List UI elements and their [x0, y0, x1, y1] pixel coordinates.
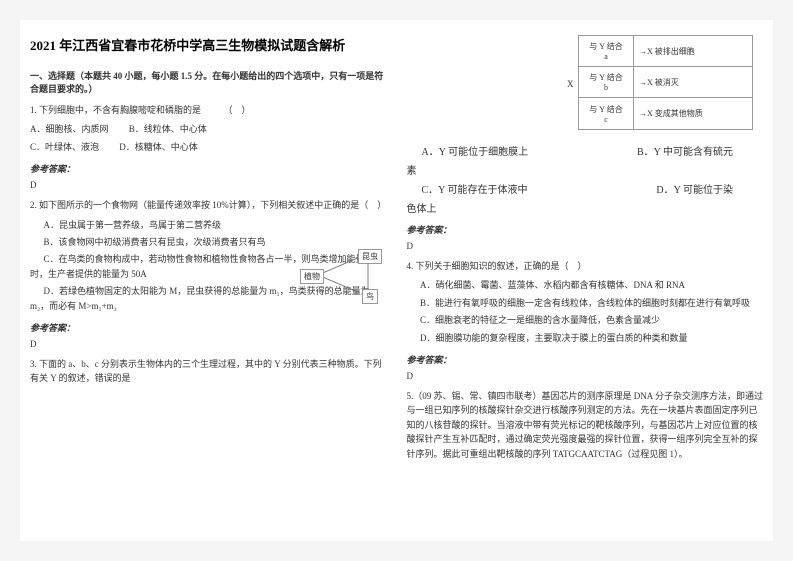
r2-sub: b [604, 83, 608, 92]
r1-label: 与 Y 结合 [589, 42, 622, 51]
left-column: 2021 年江西省宜春市花桥中学高三生物模拟试题含解析 一、选择题（本题共 40… [20, 20, 397, 541]
q3-optC-line: C．Y 可能存在于体液中 D．Y 可能位于染 [407, 183, 764, 199]
q2-answer: D [30, 339, 387, 349]
q4-options: A．硝化细菌、霉菌、蓝藻体、水稻内都含有核糖体、DNA 和 RNA B．能进行有… [407, 278, 764, 345]
y-diagram: X 与 Y 结合 a →X 被排出细胞 与 Y 结合 b [578, 35, 753, 130]
diagram-r1-right: →X 被排出细胞 [634, 46, 752, 57]
diagram-row-1: 与 Y 结合 a →X 被排出细胞 [579, 36, 752, 67]
q1-text: 1. 下列细胞中，不含有胸腺嘧啶和磷脂的是 （ ） [30, 103, 387, 117]
node-insect: 昆虫 [358, 249, 382, 264]
main-title: 2021 年江西省宜春市花桥中学高三生物模拟试题含解析 [30, 35, 387, 54]
q4-optD: D．细胞膜功能的复杂程度，主要取决于膜上的蛋白质的种类和数量 [407, 331, 764, 345]
q1-optD: D．核糖体、中心体 [119, 142, 198, 152]
q1-answer-label: 参考答案： [30, 162, 387, 175]
node-bird: 鸟 [362, 289, 378, 304]
q3-optC: C．Y 可能存在于体液中 [422, 185, 528, 196]
q4-answer: D [407, 371, 764, 381]
question-3: 3. 下面的 a、b、c 分别表示生物体内的三个生理过程，其中的 Y 分别代表三… [30, 357, 387, 386]
q3-optD-cont: 色体上 [407, 202, 764, 218]
q1-opts-ab: A．细胞核、内质网 B．线粒体、中心体 [30, 122, 387, 136]
question-5: 5.（09 苏、锡、常、镇四市联考）基因芯片的测序原理是 DNA 分子杂交测序方… [407, 389, 764, 461]
q1-answer: D [30, 180, 387, 190]
q2-optA: A．昆虫属于第一营养级，鸟属于第二营养级 [30, 218, 387, 232]
r2-label: 与 Y 结合 [589, 73, 622, 82]
question-1: 1. 下列细胞中，不含有胸腺嘧啶和磷脂的是 （ ） A．细胞核、内质网 B．线粒… [30, 103, 387, 154]
q1-optC: C．叶绿体、液泡 [30, 142, 99, 152]
q4-text: 4. 下列关于细胞知识的叙述，正确的是（ ） [407, 259, 764, 273]
food-chain-diagram: 植物 昆虫 鸟 [300, 245, 390, 305]
section-header: 一、选择题（本题共 40 小题，每小题 1.5 分。在每小题给出的四个选项中，只… [30, 69, 387, 95]
q3-optB-cont: 素 [407, 164, 764, 180]
x-label: X [567, 79, 574, 89]
page-container: 2021 年江西省宜春市花桥中学高三生物模拟试题含解析 一、选择题（本题共 40… [20, 20, 773, 541]
diagram-r2-right: →X 被消灭 [634, 77, 752, 88]
node-plant: 植物 [300, 269, 324, 284]
q4-optC: C．细胞衰老的特征之一是细胞的含水量降低，色素含量减少 [407, 313, 764, 327]
q3-answer-label: 参考答案： [407, 223, 764, 236]
diagram-inner: 与 Y 结合 a →X 被排出细胞 与 Y 结合 b →X 被消灭 [579, 36, 752, 129]
q1-optA: A．细胞核、内质网 [30, 124, 109, 134]
q3-options-area: A．Y 可能位于细胞膜上 B．Y 中可能含有硫元 素 C．Y 可能存在于体液中 … [407, 145, 764, 218]
q1-options: A．细胞核、内质网 B．线粒体、中心体 C．叶绿体、液泡 D．核糖体、中心体 [30, 122, 387, 154]
q3-optA-line: A．Y 可能位于细胞膜上 B．Y 中可能含有硫元 [407, 145, 764, 161]
diagram-r2-left: 与 Y 结合 b [579, 67, 634, 97]
q3-optA: A．Y 可能位于细胞膜上 [422, 147, 529, 158]
diagram-r3-left: 与 Y 结合 c [579, 98, 634, 129]
q1-opts-cd: C．叶绿体、液泡 D．核糖体、中心体 [30, 140, 387, 154]
q3-text: 3. 下面的 a、b、c 分别表示生物体内的三个生理过程，其中的 Y 分别代表三… [30, 357, 387, 386]
question-4: 4. 下列关于细胞知识的叙述，正确的是（ ） A．硝化细菌、霉菌、蓝藻体、水稻内… [407, 259, 764, 345]
q4-optB: B．能进行有氧呼吸的细胞一定含有线粒体，含线粒体的细胞时刻都在进行有氧呼吸 [407, 296, 764, 310]
right-column: X 与 Y 结合 a →X 被排出细胞 与 Y 结合 b [397, 20, 774, 541]
q3-optD: D．Y 可能位于染 [641, 183, 733, 199]
diagram-r3-right: →X 变成其他物质 [634, 108, 752, 119]
q1-optB: B．线粒体、中心体 [129, 124, 207, 134]
r3-label: 与 Y 结合 [589, 105, 622, 114]
q3-answer: D [407, 241, 764, 251]
r3-sub: c [604, 115, 608, 124]
diagram-row-2: 与 Y 结合 b →X 被消灭 [579, 67, 752, 98]
q3-optB: B．Y 中可能含有硫元 [622, 145, 733, 161]
q4-answer-label: 参考答案： [407, 353, 764, 366]
q5-text: 5.（09 苏、锡、常、镇四市联考）基因芯片的测序原理是 DNA 分子杂交测序方… [407, 389, 764, 461]
q2-answer-label: 参考答案： [30, 321, 387, 334]
q4-optA: A．硝化细菌、霉菌、蓝藻体、水稻内都含有核糖体、DNA 和 RNA [407, 278, 764, 292]
q2-text: 2. 如下图所示的一个食物网（能量传递效率按 10%计算），下列相关叙述中正确的… [30, 198, 387, 212]
r1-sub: a [604, 52, 608, 61]
diagram-row-3: 与 Y 结合 c →X 变成其他物质 [579, 98, 752, 129]
diagram-r1-left: 与 Y 结合 a [579, 36, 634, 66]
